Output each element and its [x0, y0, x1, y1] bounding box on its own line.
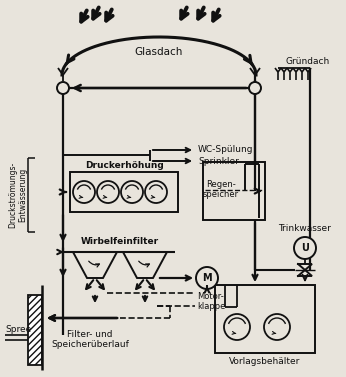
Text: Gründach: Gründach: [285, 58, 329, 66]
Circle shape: [57, 82, 69, 94]
Text: Druckerhöhung: Druckerhöhung: [85, 161, 163, 170]
Text: WC-Spülung: WC-Spülung: [198, 146, 254, 155]
Text: Trinkwasser: Trinkwasser: [279, 224, 331, 233]
Text: Glasdach: Glasdach: [135, 47, 183, 57]
Circle shape: [264, 314, 290, 340]
Bar: [203, 162, 265, 220]
Circle shape: [145, 181, 167, 203]
Text: Spree: Spree: [5, 325, 31, 334]
Text: Filter- und
Speicherüberlauf: Filter- und Speicherüberlauf: [51, 330, 129, 349]
Text: Vorlagsbehälter: Vorlagsbehälter: [229, 357, 301, 366]
Text: M: M: [202, 273, 212, 283]
Circle shape: [224, 314, 250, 340]
Bar: [28, 295, 42, 365]
Text: Regen-
speicher: Regen- speicher: [203, 180, 239, 199]
Circle shape: [294, 237, 316, 259]
Text: Motor-
klappe: Motor- klappe: [197, 292, 225, 311]
Text: Druckströmungs-
Entwässerung: Druckströmungs- Entwässerung: [8, 162, 28, 228]
Text: Sprinkler: Sprinkler: [198, 156, 239, 166]
Circle shape: [121, 181, 143, 203]
Polygon shape: [123, 252, 167, 278]
Text: U: U: [301, 243, 309, 253]
Circle shape: [73, 181, 95, 203]
Circle shape: [196, 267, 218, 289]
Text: Wirbelfeinfilter: Wirbelfeinfilter: [81, 238, 159, 247]
Bar: [215, 285, 315, 353]
Polygon shape: [73, 252, 117, 278]
Bar: [70, 172, 178, 212]
Circle shape: [249, 82, 261, 94]
Circle shape: [97, 181, 119, 203]
